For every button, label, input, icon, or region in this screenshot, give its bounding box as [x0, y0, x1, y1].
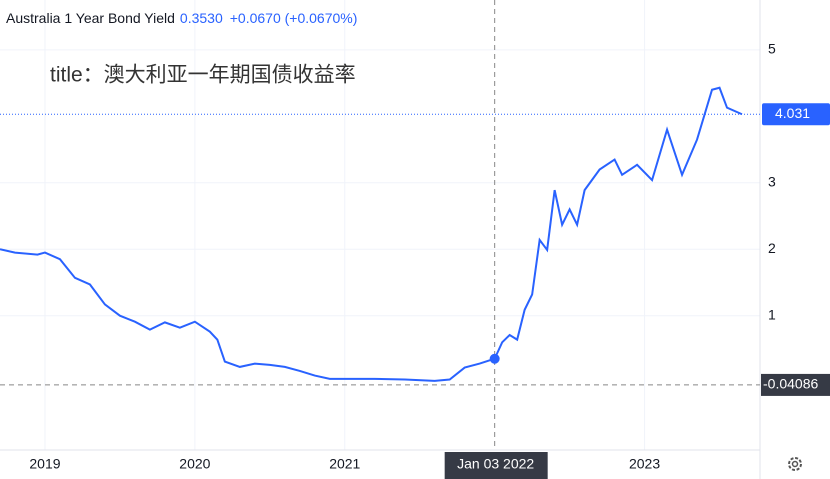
crosshair-x-label: Jan 03 2022 — [457, 456, 534, 472]
last-price-label: 4.031 — [775, 105, 810, 121]
y-tick-label: 1 — [768, 306, 776, 322]
crosshair-y-label: -0.04086 — [763, 376, 818, 392]
gear[interactable] — [788, 457, 802, 471]
crosshair-y-box — [761, 373, 830, 396]
crosshair-x-box — [444, 452, 548, 479]
y-tick-label: 5 — [768, 41, 776, 57]
price: 0.3530 — [180, 10, 223, 26]
header: Australia 1 Year Bond Yield 0.3530 +0.0670… — [6, 10, 357, 26]
last-price-box — [762, 103, 830, 126]
y-tick-label: 2 — [768, 240, 776, 256]
x-tick-label: 2020 — [179, 456, 210, 472]
line — [0, 86, 743, 382]
settings-icon[interactable] — [788, 457, 802, 471]
y-tick-label: 3 — [768, 173, 776, 189]
gear-hub[interactable] — [791, 460, 799, 468]
x-tick-label: 2019 — [29, 456, 60, 472]
symbol: Australia 1 Year Bond Yield — [6, 10, 175, 26]
x-tick-label: 2023 — [629, 456, 660, 472]
x-tick-label: 2021 — [329, 456, 360, 472]
change: +0.0670 (+0.0670%) — [230, 10, 358, 26]
crosshair-point — [489, 353, 500, 364]
chart-title: title：澳大利亚一年期国债收益率 — [50, 64, 356, 87]
